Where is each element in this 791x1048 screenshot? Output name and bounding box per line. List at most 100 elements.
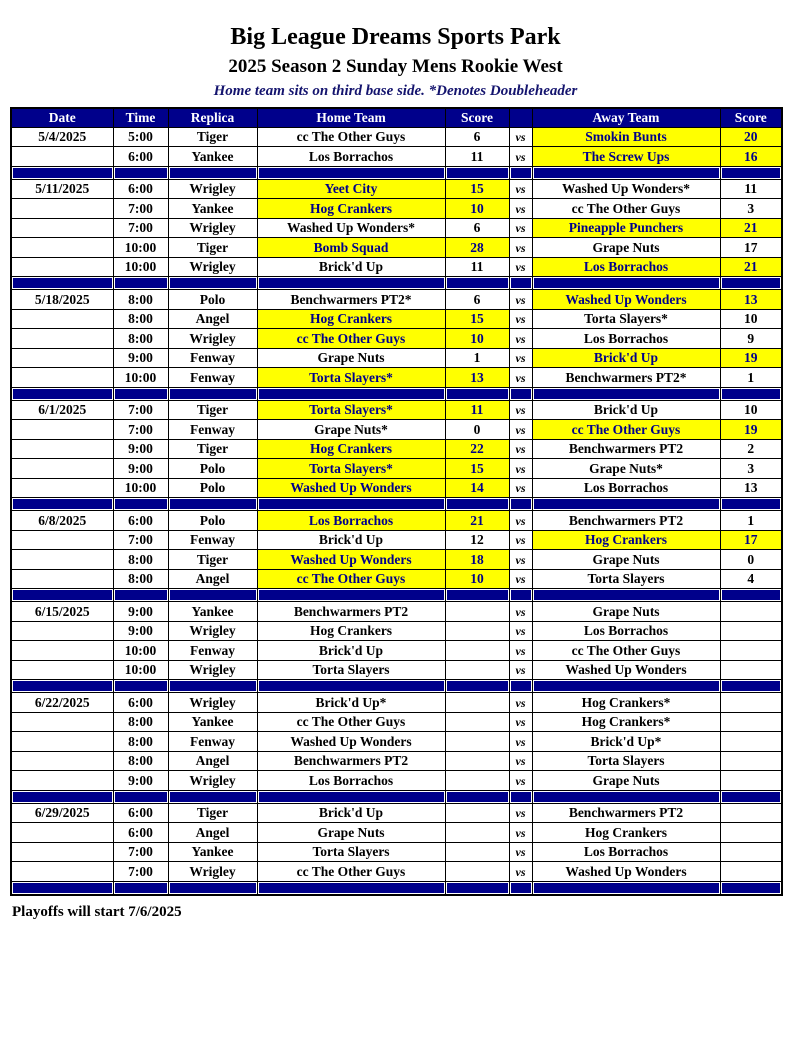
home-score-cell bbox=[444, 750, 510, 772]
home-score-cell bbox=[444, 861, 510, 882]
home-team-column-header: Home Team bbox=[256, 107, 446, 128]
separator-bar bbox=[169, 590, 256, 601]
game-row: 6/15/2025 9:00 Yankee Benchwarmers PT2 vs Gra… bbox=[10, 601, 783, 622]
away-score-cell: 19 bbox=[719, 419, 783, 440]
separator-cell bbox=[112, 679, 169, 694]
replica-cell: Angel bbox=[167, 822, 258, 843]
separator-bar bbox=[446, 167, 508, 178]
separator-cell bbox=[719, 386, 783, 401]
game-row: 8:00 Wrigley cc The Other Guys 10 vs Los Borr… bbox=[10, 328, 783, 349]
home-score-cell bbox=[444, 731, 510, 752]
replica-cell: Wrigley bbox=[167, 256, 258, 278]
date-cell bbox=[10, 419, 114, 440]
separator-cell bbox=[167, 588, 258, 603]
section-separator-row bbox=[10, 165, 783, 180]
vs-cell: vs bbox=[508, 659, 533, 681]
home-score-cell: 15 bbox=[444, 178, 510, 200]
away-team-cell: cc The Other Guys bbox=[531, 419, 721, 440]
separator-bar bbox=[13, 278, 112, 289]
home-team-cell: cc The Other Guys bbox=[256, 568, 446, 590]
time-cell: 7:00 bbox=[112, 861, 169, 882]
away-team-cell: Hog Crankers bbox=[531, 822, 721, 843]
date-cell bbox=[10, 620, 114, 642]
separator-cell bbox=[256, 588, 446, 603]
away-team-cell: Hog Crankers* bbox=[531, 711, 721, 733]
separator-bar bbox=[721, 278, 780, 289]
home-team-cell: Torta Slayers bbox=[256, 841, 446, 863]
away-team-cell: Grape Nuts bbox=[531, 601, 721, 622]
separator-cell bbox=[256, 679, 446, 694]
vs-cell: vs bbox=[508, 529, 533, 551]
separator-cell bbox=[10, 386, 114, 401]
separator-bar bbox=[13, 590, 112, 601]
home-score-cell bbox=[444, 841, 510, 863]
time-cell: 6:00 bbox=[112, 510, 169, 531]
vs-cell: vs bbox=[508, 178, 533, 200]
separator-bar bbox=[510, 499, 531, 510]
away-score-cell: 13 bbox=[719, 477, 783, 499]
home-team-cell: Washed Up Wonders bbox=[256, 549, 446, 570]
separator-bar bbox=[13, 882, 112, 893]
game-row: 9:00 Wrigley Hog Crankers vs Los Borrachos bbox=[10, 620, 783, 642]
date-cell bbox=[10, 328, 114, 349]
home-score-cell: 21 bbox=[444, 510, 510, 531]
date-cell bbox=[10, 477, 114, 499]
time-cell: 8:00 bbox=[112, 289, 169, 310]
home-score-cell bbox=[444, 711, 510, 733]
separator-cell bbox=[10, 789, 114, 804]
separator-bar bbox=[258, 882, 444, 893]
separator-bar bbox=[533, 791, 719, 802]
separator-cell bbox=[112, 497, 169, 512]
game-row: 6/22/2025 6:00 Wrigley Brick'd Up* vs Hog Cra… bbox=[10, 692, 783, 713]
separator-cell bbox=[444, 880, 510, 896]
separator-bar bbox=[446, 388, 508, 399]
away-score-cell: 9 bbox=[719, 328, 783, 349]
home-team-cell: Brick'd Up bbox=[256, 529, 446, 551]
date-cell bbox=[10, 256, 114, 278]
home-score-cell: 6 bbox=[444, 289, 510, 310]
separator-cell bbox=[10, 276, 114, 291]
game-row: 7:00 Wrigley Washed Up Wonders* 6 vs Pineappl… bbox=[10, 217, 783, 239]
away-team-cell: Grape Nuts bbox=[531, 770, 721, 791]
vs-cell: vs bbox=[508, 568, 533, 590]
vs-cell: vs bbox=[508, 419, 533, 440]
separator-cell bbox=[444, 276, 510, 291]
home-score-cell: 15 bbox=[444, 458, 510, 479]
separator-cell bbox=[112, 789, 169, 804]
game-row: 6:00 Yankee Los Borrachos 11 vs The Screw Ups… bbox=[10, 146, 783, 167]
time-cell: 7:00 bbox=[112, 198, 169, 219]
home-score-cell: 28 bbox=[444, 237, 510, 258]
separator-bar bbox=[446, 499, 508, 510]
separator-bar bbox=[13, 167, 112, 178]
away-team-cell: Grape Nuts bbox=[531, 549, 721, 570]
away-team-cell: cc The Other Guys bbox=[531, 640, 721, 661]
away-score-cell bbox=[719, 711, 783, 733]
home-team-cell: Hog Crankers bbox=[256, 438, 446, 460]
away-score-cell bbox=[719, 841, 783, 863]
separator-cell bbox=[531, 276, 721, 291]
time-cell: 8:00 bbox=[112, 731, 169, 752]
separator-cell bbox=[10, 880, 114, 896]
separator-cell bbox=[719, 276, 783, 291]
date-cell bbox=[10, 347, 114, 369]
separator-bar bbox=[114, 590, 167, 601]
game-row: 6/8/2025 6:00 Polo Los Borrachos 21 vs Benchwa… bbox=[10, 510, 783, 531]
home-score-cell: 10 bbox=[444, 568, 510, 590]
home-score-cell bbox=[444, 802, 510, 824]
date-cell: 5/11/2025 bbox=[10, 178, 114, 200]
home-team-cell: Hog Crankers bbox=[256, 198, 446, 219]
date-cell: 6/29/2025 bbox=[10, 802, 114, 824]
game-row: 6/29/2025 6:00 Tiger Brick'd Up vs Benchwarme… bbox=[10, 802, 783, 824]
date-cell bbox=[10, 308, 114, 330]
separator-bar bbox=[169, 167, 256, 178]
section-separator-row bbox=[10, 880, 783, 896]
separator-cell bbox=[508, 276, 533, 291]
date-cell bbox=[10, 237, 114, 258]
replica-cell: Wrigley bbox=[167, 861, 258, 882]
game-row: 9:00 Fenway Grape Nuts 1 vs Brick'd Up 19 bbox=[10, 347, 783, 369]
separator-bar bbox=[510, 681, 531, 692]
game-row: 10:00 Polo Washed Up Wonders 14 vs Los Borrac… bbox=[10, 477, 783, 499]
replica-cell: Angel bbox=[167, 750, 258, 772]
game-row: 8:00 Yankee cc The Other Guys vs Hog Cranker… bbox=[10, 711, 783, 733]
home-team-cell: Torta Slayers* bbox=[256, 458, 446, 479]
